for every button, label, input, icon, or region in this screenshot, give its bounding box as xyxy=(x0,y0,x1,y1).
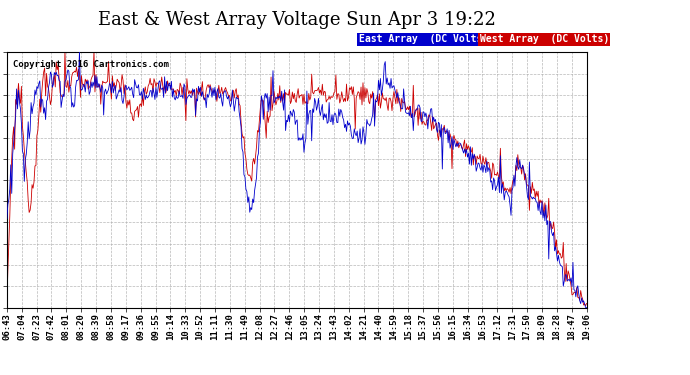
Text: East Array  (DC Volts): East Array (DC Volts) xyxy=(359,34,488,44)
Text: East & West Array Voltage Sun Apr 3 19:22: East & West Array Voltage Sun Apr 3 19:2… xyxy=(98,11,495,29)
Text: West Array  (DC Volts): West Array (DC Volts) xyxy=(480,34,609,44)
Text: Copyright 2016 Cartronics.com: Copyright 2016 Cartronics.com xyxy=(12,60,168,69)
